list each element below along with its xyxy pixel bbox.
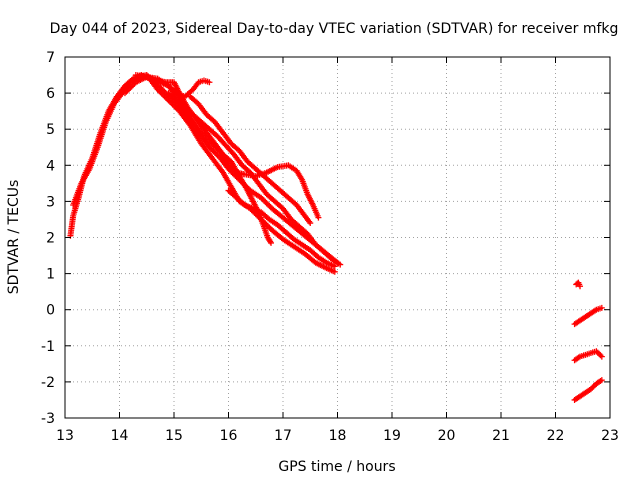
data-point bbox=[598, 377, 605, 384]
data-series bbox=[165, 90, 344, 268]
y-tick-label: 0 bbox=[46, 303, 55, 319]
y-tick-label: 5 bbox=[46, 122, 55, 138]
data-point bbox=[206, 79, 213, 86]
data-series bbox=[571, 348, 605, 364]
x-tick-label: 16 bbox=[220, 428, 238, 444]
data-point bbox=[331, 263, 338, 270]
data-point bbox=[268, 239, 275, 246]
x-tick-label: 20 bbox=[438, 428, 456, 444]
x-tick-label: 15 bbox=[165, 428, 183, 444]
data-series bbox=[121, 73, 275, 246]
data-series bbox=[70, 72, 341, 266]
x-tick-label: 17 bbox=[274, 428, 292, 444]
data-series bbox=[225, 187, 338, 270]
data-series bbox=[149, 75, 213, 100]
y-tick-label: 6 bbox=[46, 86, 55, 102]
data-series bbox=[187, 93, 314, 227]
x-tick-label: 19 bbox=[383, 428, 401, 444]
x-tick-label: 13 bbox=[56, 428, 74, 444]
y-tick-label: 1 bbox=[46, 267, 55, 283]
y-axis-label: SDTVAR / TECUs bbox=[6, 180, 22, 295]
x-tick-label: 14 bbox=[111, 428, 129, 444]
data-point bbox=[337, 261, 344, 268]
data-point bbox=[331, 268, 338, 275]
x-axis-label: GPS time / hours bbox=[278, 459, 395, 475]
data-point bbox=[598, 304, 605, 311]
data-series bbox=[571, 304, 605, 328]
data-series bbox=[573, 279, 584, 290]
y-tick-label: 4 bbox=[46, 158, 55, 174]
data-series bbox=[571, 377, 605, 403]
y-tick-label: -2 bbox=[41, 375, 55, 391]
y-tick-label: 3 bbox=[46, 194, 55, 210]
data-point bbox=[598, 353, 605, 360]
data-layer bbox=[67, 72, 605, 403]
y-tick-label: 7 bbox=[46, 50, 55, 66]
y-tick-label: -3 bbox=[41, 411, 55, 427]
x-tick-label: 22 bbox=[547, 428, 565, 444]
x-tick-label: 18 bbox=[329, 428, 347, 444]
x-tick-label: 23 bbox=[601, 428, 619, 444]
data-point bbox=[307, 220, 314, 227]
y-tick-label: 2 bbox=[46, 231, 55, 247]
y-tick-label: -1 bbox=[41, 339, 55, 355]
chart-title: Day 044 of 2023, Sidereal Day-to-day VTE… bbox=[50, 21, 619, 37]
grid-layer bbox=[65, 57, 610, 418]
x-tick-label: 21 bbox=[492, 428, 510, 444]
data-point bbox=[577, 283, 584, 290]
data-point bbox=[315, 214, 322, 221]
